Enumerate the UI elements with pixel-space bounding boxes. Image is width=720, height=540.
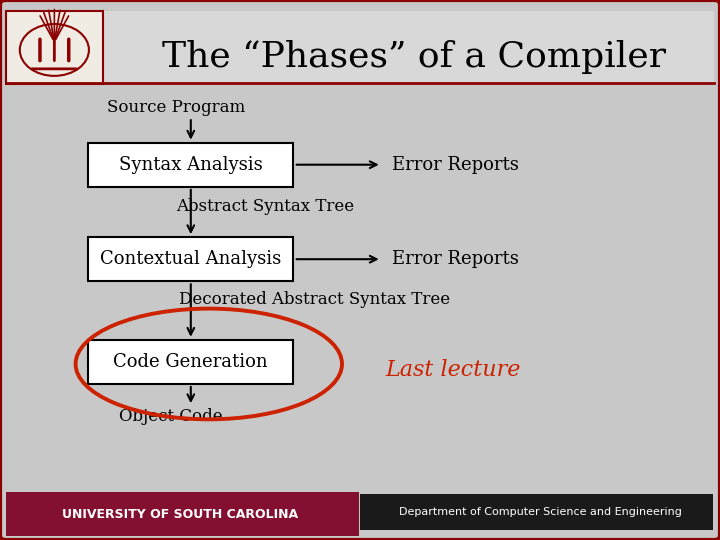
Text: Decorated Abstract Syntax Tree: Decorated Abstract Syntax Tree <box>179 291 450 308</box>
Text: Object Code: Object Code <box>119 408 222 426</box>
Text: Code Generation: Code Generation <box>114 353 268 371</box>
Text: Syntax Analysis: Syntax Analysis <box>119 156 263 174</box>
Bar <box>360 494 713 530</box>
Bar <box>89 237 294 281</box>
Text: Error Reports: Error Reports <box>392 156 519 174</box>
Bar <box>6 11 103 84</box>
Bar <box>6 492 359 536</box>
Bar <box>6 11 714 84</box>
Text: Abstract Syntax Tree: Abstract Syntax Tree <box>176 198 354 215</box>
Text: Last lecture: Last lecture <box>385 359 521 381</box>
Bar <box>89 340 294 384</box>
Text: Department of Computer Science and Engineering: Department of Computer Science and Engin… <box>399 507 681 517</box>
Text: Error Reports: Error Reports <box>392 250 519 268</box>
Text: The “Phases” of a Compiler: The “Phases” of a Compiler <box>162 40 666 73</box>
Text: Contextual Analysis: Contextual Analysis <box>100 250 282 268</box>
Text: Source Program: Source Program <box>107 99 245 117</box>
Text: UNIVERSITY OF SOUTH CAROLINA: UNIVERSITY OF SOUTH CAROLINA <box>62 508 298 521</box>
Bar <box>89 143 294 187</box>
